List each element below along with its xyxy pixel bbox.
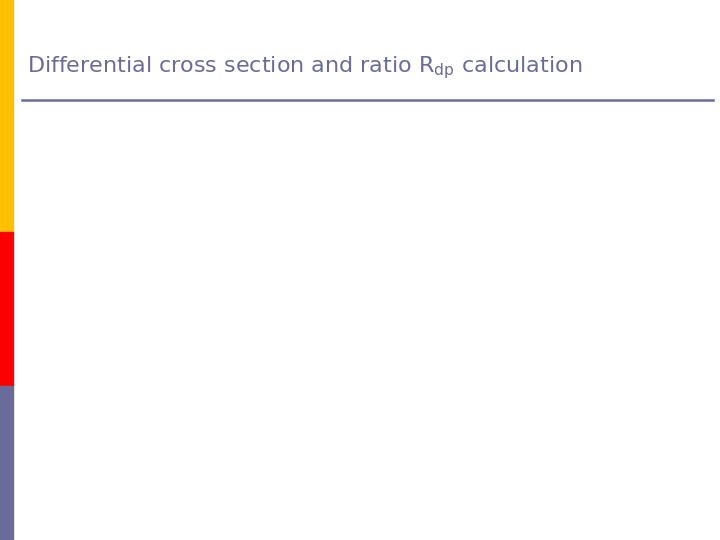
Bar (0, 0, 13, 232)
Bar (0, 386, 13, 540)
Bar (0, 232, 13, 386)
Text: Differential cross section and ratio $\mathregular{R_{dp}}$ calculation: Differential cross section and ratio $\m… (27, 54, 582, 81)
